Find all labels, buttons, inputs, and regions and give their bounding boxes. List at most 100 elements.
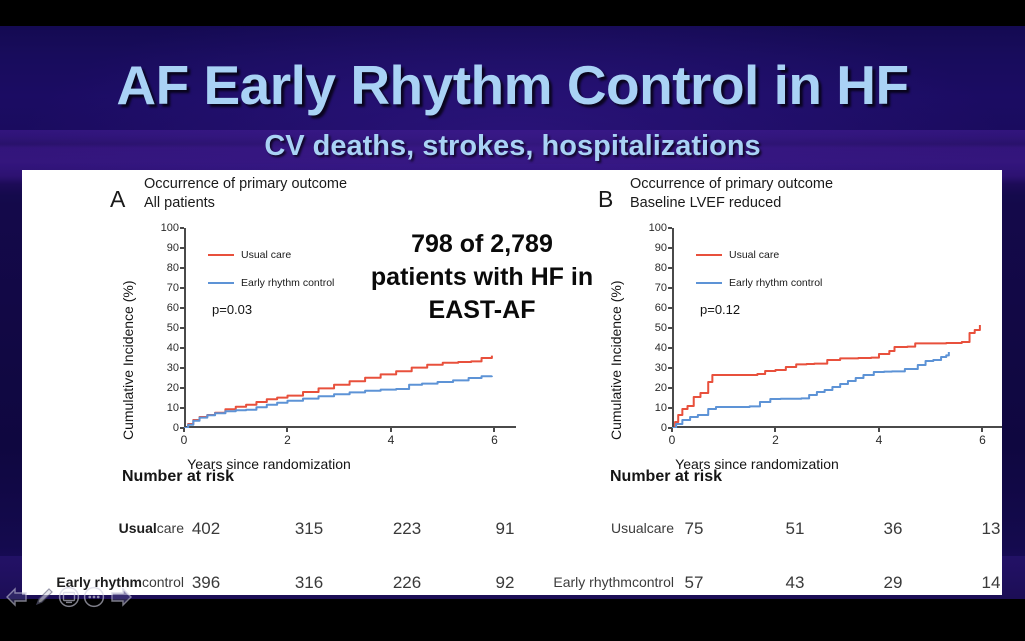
page-title: AF Early Rhythm Control in HF [116, 54, 909, 116]
panel-a-risk-row-label-early-rhythm: Early rhythmcontrol [22, 574, 184, 590]
panel-a-risk-usual-y6: 91 [495, 519, 515, 538]
previous-slide-arrow-icon[interactable] [4, 586, 30, 608]
panel-b-risk-row-label-usual-care: Usualcare [512, 520, 674, 536]
panel-b-risk-usual-y6: 13 [981, 519, 1001, 538]
next-slide-arrow-icon[interactable] [108, 586, 134, 608]
more-options-ellipsis-icon[interactable] [83, 586, 105, 608]
panel-a-risk-usual-y4: 223 [392, 519, 422, 538]
risk-label-bold: Usual [610, 520, 647, 536]
x-tick-mark [877, 428, 880, 432]
panel-b-legend-early-rhythm: Early rhythm control [696, 277, 822, 289]
y-tick-label: 0 [172, 422, 179, 434]
panel-a-risk-usual-y2: 315 [294, 519, 324, 538]
callout-line-2: patients with HF in [370, 263, 594, 291]
panel-a-legend-early-rhythm: Early rhythm control [208, 277, 334, 289]
presentation-nav-bar[interactable] [4, 586, 134, 608]
panel-a-x-axis-label: Years since randomization [187, 456, 351, 472]
x-tick-label: 2 [284, 433, 291, 447]
panel-b-x-axis-label: Years since randomization [675, 456, 839, 472]
y-tick-mark [180, 327, 184, 329]
y-tick-label: 30 [654, 362, 667, 374]
y-tick-mark [668, 327, 672, 329]
pen-tool-icon[interactable] [33, 586, 55, 608]
y-tick-mark [180, 307, 184, 309]
panel-a-x-axis [184, 426, 516, 428]
panel-b-risk-early-y6: 14 [981, 573, 1001, 592]
y-tick-label: 90 [654, 242, 667, 254]
x-tick-mark [493, 428, 496, 432]
figure-panel: AHA American Heart Association. A Occurr… [22, 170, 1002, 595]
legend-label-early-rhythm-control: Early rhythm control [729, 277, 823, 289]
legend-label-usual-care: Usual care [729, 249, 780, 261]
x-tick-mark [774, 428, 777, 432]
panel-a-risk-early-y0: 396 [191, 573, 221, 592]
series-line-usual-care [184, 356, 492, 428]
panel-b-risk-early-y4: 29 [883, 573, 903, 592]
slide-subtitle-container: CV deaths, strokes, hospitalizations [0, 130, 1025, 163]
panel-a: A Occurrence of primary outcome All pati… [22, 170, 516, 595]
x-tick-mark [981, 428, 984, 432]
y-tick-label: 100 [648, 222, 667, 234]
x-tick-label: 0 [180, 433, 188, 447]
y-tick-label: 80 [166, 262, 179, 274]
panel-b-risk-usual-y2: 51 [785, 519, 805, 538]
risk-label-bold: Usual [118, 520, 157, 536]
y-tick-mark [668, 287, 672, 289]
x-tick-label: 4 [875, 433, 883, 447]
panel-b-number-at-risk-title: Number at risk [610, 468, 723, 485]
panel-a-plot-area: 0 10 20 30 40 50 60 70 80 90 100 0 2 4 6 [161, 222, 516, 447]
y-tick-mark [668, 387, 672, 389]
y-tick-mark [180, 227, 184, 229]
legend-swatch-usual-care [696, 253, 722, 257]
risk-label-rest: control [141, 574, 184, 590]
x-tick-mark [183, 428, 185, 432]
panel-a-curves [184, 228, 510, 428]
series-line-early-rhythm-control [184, 376, 492, 428]
y-tick-mark [668, 247, 672, 249]
risk-label-rest: care [646, 520, 674, 536]
panel-a-risk-early-y4: 226 [392, 573, 422, 592]
risk-label-bold: Early rhythm [56, 574, 142, 590]
y-tick-label: 0 [660, 422, 667, 434]
y-tick-mark [180, 367, 184, 369]
panel-b-x-axis [672, 426, 1002, 428]
x-tick-label: 0 [668, 433, 676, 447]
panel-a-y-axis [184, 228, 186, 428]
y-tick-label: 20 [166, 382, 179, 394]
y-tick-label: 20 [654, 382, 667, 394]
panel-b-risk-early-y2: 43 [785, 573, 805, 592]
y-tick-label: 60 [166, 302, 179, 314]
legend-swatch-early-rhythm-control [208, 281, 234, 285]
panel-a-legend-usual-care: Usual care [208, 249, 291, 261]
panel-b-y-axis [672, 228, 674, 428]
panel-b-heading-line1: Occurrence of primary outcome [630, 176, 834, 192]
y-tick-mark [180, 427, 184, 429]
x-tick-label: 6 [979, 433, 986, 447]
x-tick-label: 2 [772, 433, 779, 447]
panel-a-heading-line2: All patients [144, 195, 215, 211]
y-tick-label: 50 [654, 322, 667, 334]
y-tick-mark [180, 407, 184, 409]
y-tick-label: 80 [654, 262, 667, 274]
y-tick-mark [668, 307, 672, 309]
panel-b-legend-usual-care: Usual care [696, 249, 779, 261]
callout-line-3: EAST-AF [428, 296, 536, 324]
y-tick-mark [180, 287, 184, 289]
legend-swatch-early-rhythm-control [696, 281, 722, 285]
y-tick-label: 30 [166, 362, 179, 374]
y-tick-mark [668, 347, 672, 349]
panel-b-risk-row-label-early-rhythm: Early rhythmcontrol [512, 574, 674, 590]
legend-label-usual-care: Usual care [241, 249, 292, 261]
y-tick-mark [668, 267, 672, 269]
y-tick-label: 50 [166, 322, 179, 334]
background-band-upper [0, 130, 1025, 164]
callout-text: 798 of 2,789 patients with HF in EAST-AF [322, 228, 642, 327]
y-tick-label: 10 [166, 402, 179, 414]
y-tick-mark [668, 227, 672, 229]
y-tick-label: 40 [654, 342, 667, 354]
x-tick-label: 4 [387, 433, 395, 447]
panel-a-p-value: p=0.03 [212, 302, 253, 317]
panel-b-p-value: p=0.12 [700, 302, 741, 317]
screen-view-icon[interactable] [58, 586, 80, 608]
